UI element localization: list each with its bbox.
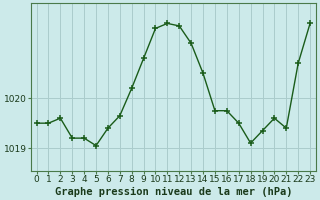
X-axis label: Graphe pression niveau de la mer (hPa): Graphe pression niveau de la mer (hPa) [55,186,292,197]
